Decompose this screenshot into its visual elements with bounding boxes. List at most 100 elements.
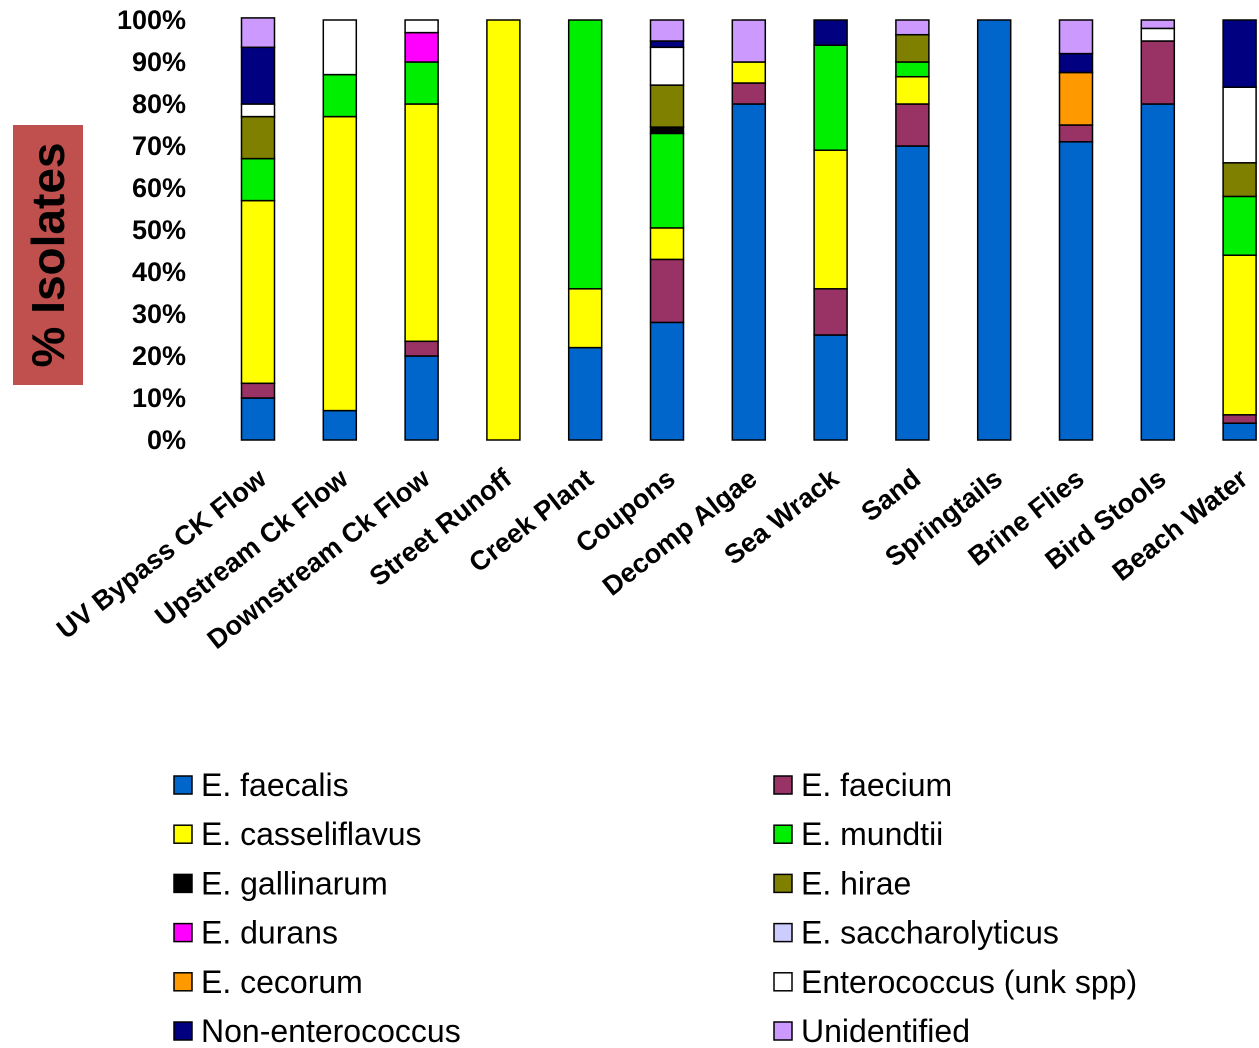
bar-segment	[240, 103, 276, 118]
bar-segment	[731, 82, 767, 105]
bar-stack	[976, 19, 1012, 441]
bar-segment	[813, 334, 848, 441]
legend-label: E. faecium	[801, 767, 952, 803]
y-axis-title-background	[13, 125, 83, 385]
bar-segment	[1222, 254, 1257, 416]
bar-segment	[404, 340, 439, 357]
bar-stack	[649, 19, 685, 441]
legend-label: Non-enterococcus	[201, 1013, 461, 1048]
bar-segment	[1058, 124, 1094, 143]
y-axis-title: % Isolates	[13, 125, 83, 385]
bar-segment	[895, 75, 930, 105]
legend-item: E. casseliflavus	[173, 816, 422, 852]
legend-swatch	[173, 922, 193, 943]
legend: E. faecalis E. faecium E. casseliflavus E. …	[173, 767, 1137, 1048]
legend-item: E. faecium	[773, 767, 952, 803]
bar-segment	[240, 46, 276, 105]
bar-stack	[731, 19, 767, 441]
bar-segment	[404, 355, 439, 441]
legend-item: E. gallinarum	[173, 865, 388, 901]
legend-item: E. hirae	[773, 865, 911, 901]
legend-label: E. mundtii	[801, 816, 943, 852]
bar-segment	[649, 321, 685, 441]
bar-segment	[404, 103, 439, 343]
legend-swatch	[173, 824, 193, 844]
y-tick-label: 30%	[132, 299, 186, 329]
bar-segment	[813, 19, 848, 46]
bar-segment	[322, 115, 358, 412]
bar-segment	[567, 19, 603, 290]
y-axis-title-text: % Isolates	[22, 143, 74, 368]
y-tick-label: 40%	[132, 257, 186, 287]
y-tick-label: 20%	[132, 341, 186, 371]
legend-swatch	[173, 873, 193, 894]
legend-swatch	[773, 873, 793, 894]
bar-segment	[649, 46, 685, 86]
legend-swatch	[773, 922, 793, 943]
bar-stack	[1140, 19, 1176, 441]
bar-segment	[976, 19, 1012, 441]
legend-item: Unidentified	[773, 1013, 970, 1048]
legend-item: Enterococcus (unk spp)	[773, 964, 1137, 1000]
bar-segment	[731, 19, 767, 63]
bar-segment	[813, 288, 848, 336]
y-tick-label: 80%	[132, 89, 186, 119]
y-axis-ticks: 0% 10% 20% 30% 40% 50% 60% 70% 80% 90% 100%	[117, 5, 186, 455]
legend-item: E. faecalis	[173, 767, 349, 803]
legend-item: E. saccharolyticus	[773, 915, 1059, 951]
y-tick-label: 90%	[132, 47, 186, 77]
legend-label: Enterococcus (unk spp)	[801, 964, 1137, 1000]
bar-segment	[567, 346, 603, 441]
legend-swatch	[173, 972, 193, 992]
bar-segment	[1058, 141, 1094, 441]
legend-label: E. casseliflavus	[201, 816, 422, 852]
legend-label: Unidentified	[801, 1013, 970, 1048]
legend-item: E. mundtii	[773, 816, 943, 852]
bar-stack	[813, 19, 848, 441]
y-tick-label: 0%	[147, 425, 186, 455]
bar-segment	[649, 84, 685, 128]
bar-segment	[1222, 162, 1257, 198]
bar-segment	[1222, 414, 1257, 424]
y-tick-label: 70%	[132, 131, 186, 161]
bar-segment	[731, 61, 767, 84]
bar-stack	[567, 19, 603, 441]
bar-segment	[813, 44, 848, 151]
bar-segment	[404, 61, 439, 105]
bar-segment	[1222, 19, 1257, 88]
bars	[240, 17, 1257, 441]
bar-segment	[322, 73, 358, 118]
y-tick-label: 50%	[132, 215, 186, 245]
legend-swatch	[173, 775, 193, 795]
bar-segment	[240, 397, 276, 441]
bar-segment	[649, 227, 685, 261]
y-tick-label: 10%	[132, 383, 186, 413]
bar-segment	[322, 19, 358, 76]
legend-label: E. durans	[201, 915, 338, 951]
legend-label: E. gallinarum	[201, 865, 388, 901]
x-category-label: Sand	[856, 463, 926, 527]
bar-segment	[1140, 40, 1176, 105]
x-category-label: Street Runoff	[364, 462, 518, 592]
bar-segment	[895, 103, 930, 147]
bar-segment	[649, 40, 685, 49]
bar-segment	[649, 132, 685, 229]
bar-segment	[895, 33, 930, 63]
bar-segment	[240, 199, 276, 385]
bar-segment	[1140, 103, 1176, 441]
bar-stack	[240, 17, 276, 441]
bar-segment	[649, 258, 685, 324]
legend-swatch	[773, 1021, 793, 1041]
bar-stack	[486, 19, 521, 441]
bar-stack	[404, 19, 439, 441]
bar-segment	[895, 61, 930, 78]
y-tick-label: 60%	[132, 173, 186, 203]
bar-segment	[731, 103, 767, 441]
legend-swatch	[773, 824, 793, 844]
legend-label: E. hirae	[801, 865, 911, 901]
legend-label: E. faecalis	[201, 767, 349, 803]
bar-segment	[240, 382, 276, 399]
bar-segment	[1140, 27, 1176, 42]
